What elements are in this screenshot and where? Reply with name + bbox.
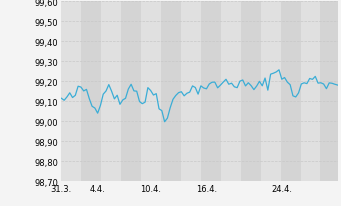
- Bar: [121, 2, 141, 181]
- Bar: [241, 2, 261, 181]
- Bar: [81, 2, 101, 181]
- Bar: [340, 2, 341, 181]
- Bar: [201, 2, 221, 181]
- Bar: [321, 2, 340, 181]
- Bar: [221, 2, 241, 181]
- Bar: [261, 2, 281, 181]
- Bar: [61, 2, 81, 181]
- Bar: [300, 2, 321, 181]
- Bar: [141, 2, 161, 181]
- Bar: [181, 2, 201, 181]
- Bar: [281, 2, 300, 181]
- Bar: [161, 2, 181, 181]
- Bar: [101, 2, 121, 181]
